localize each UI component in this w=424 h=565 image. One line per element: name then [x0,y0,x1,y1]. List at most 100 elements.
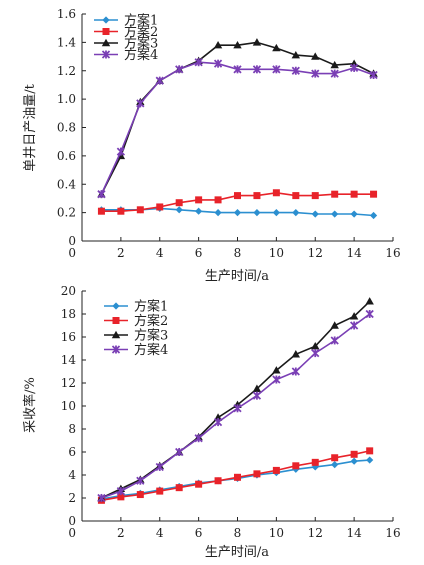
data-point [330,69,339,78]
data-point [369,211,378,220]
legend-item: 方案2 [104,313,168,329]
data-point [175,206,183,214]
x-axis-label-0: 生产时间/a [205,269,269,284]
data-point [311,192,319,200]
legend-marker [112,317,120,324]
series-2 [97,447,374,504]
x-ticks-1: 2 4 6 8 10 12 14 16 0 [68,517,401,540]
legend-item: 方案1 [94,13,158,29]
data-point [311,69,320,78]
x-tick-label: 6 [195,526,203,540]
y-tick-label: 0 [68,234,76,248]
legend-marker [101,50,111,59]
chart-daily-oil-rate: 0 0.2 0.4 0.6 0.8 1.0 1.2 1.4 1.6 2 4 6 8 10 12 14 16 0 … [23,7,401,284]
legend-marker [102,16,110,24]
data-point [291,350,301,358]
data-point [291,367,300,376]
data-point [136,99,145,108]
data-point [195,480,203,488]
y-tick-label: 0.4 [57,177,76,191]
legend-label: 方案3 [124,36,158,52]
y-tick-label: 16 [61,330,76,344]
series-4 [97,309,374,503]
data-point [350,450,358,458]
x-tick-label: 12 [308,246,323,260]
y-tick-label: 20 [61,284,76,298]
data-point [213,59,223,68]
data-point [366,456,374,464]
data-point [175,199,183,207]
x-tick-label: 4 [156,526,164,540]
data-point [272,65,281,74]
y-axis-label-0: 单井日产油量/t [23,83,38,171]
y-tick-label: 0.8 [57,121,76,135]
data-point [311,458,319,466]
data-point [252,65,262,74]
data-point [136,476,145,485]
data-point [253,470,261,478]
y-tick-label: 6 [68,445,76,459]
data-point [233,404,242,413]
data-point [136,206,144,214]
y-tick-label: 1.2 [57,64,76,78]
x-tick-label: 4 [156,246,164,260]
legend-item: 方案4 [94,47,158,63]
data-point [272,209,280,217]
series-2 [97,189,378,215]
legend-label: 方案4 [134,342,168,358]
legend-item: 方案3 [94,36,158,52]
data-point [252,391,262,400]
data-point [117,493,125,501]
data-point [369,70,378,80]
data-point [97,190,106,199]
data-point [272,189,280,197]
y-tick-label: 1.4 [57,35,76,49]
data-point [253,192,261,200]
data-point [366,447,374,455]
x-ticks-0: 2 4 6 8 10 12 14 16 0 [68,237,401,260]
x-tick-label: 0 [68,526,76,540]
y-tick-label: 0.2 [57,206,76,220]
data-point [349,63,359,73]
legend-marker [111,345,121,354]
legend-label: 方案1 [134,299,168,315]
data-point [195,207,203,215]
data-point [350,457,358,465]
legend-item: 方案3 [104,328,168,344]
data-point [136,491,144,499]
y-tick-label: 14 [61,353,77,367]
data-point [311,342,320,350]
x-tick-label: 2 [117,526,125,540]
data-point [214,477,222,485]
data-point [330,321,339,329]
data-point [233,65,242,74]
data-point [272,43,281,52]
y-ticks-1: 0 2 4 6 8 10 12 14 16 18 20 [61,284,86,528]
data-point [349,312,359,320]
data-point [214,209,222,217]
x-tick-label: 0 [68,246,76,260]
y-tick-label: 12 [61,376,76,390]
data-point [214,196,222,204]
y-tick-label: 18 [61,307,76,321]
legend-item: 方案1 [104,299,168,315]
data-point [156,487,164,495]
data-point [331,461,339,469]
data-point [155,462,164,472]
data-point [233,209,242,217]
data-point [175,447,184,457]
data-point [155,76,164,85]
data-point [213,41,223,49]
data-point [233,41,242,49]
data-point [175,65,184,74]
series-line [100,61,374,195]
y-tick-label: 8 [68,422,76,436]
data-point [272,375,281,384]
legend-label: 方案2 [134,313,168,329]
y-tick-label: 1.6 [57,7,76,21]
x-tick-label: 16 [385,246,400,260]
x-tick-label: 8 [234,246,242,260]
